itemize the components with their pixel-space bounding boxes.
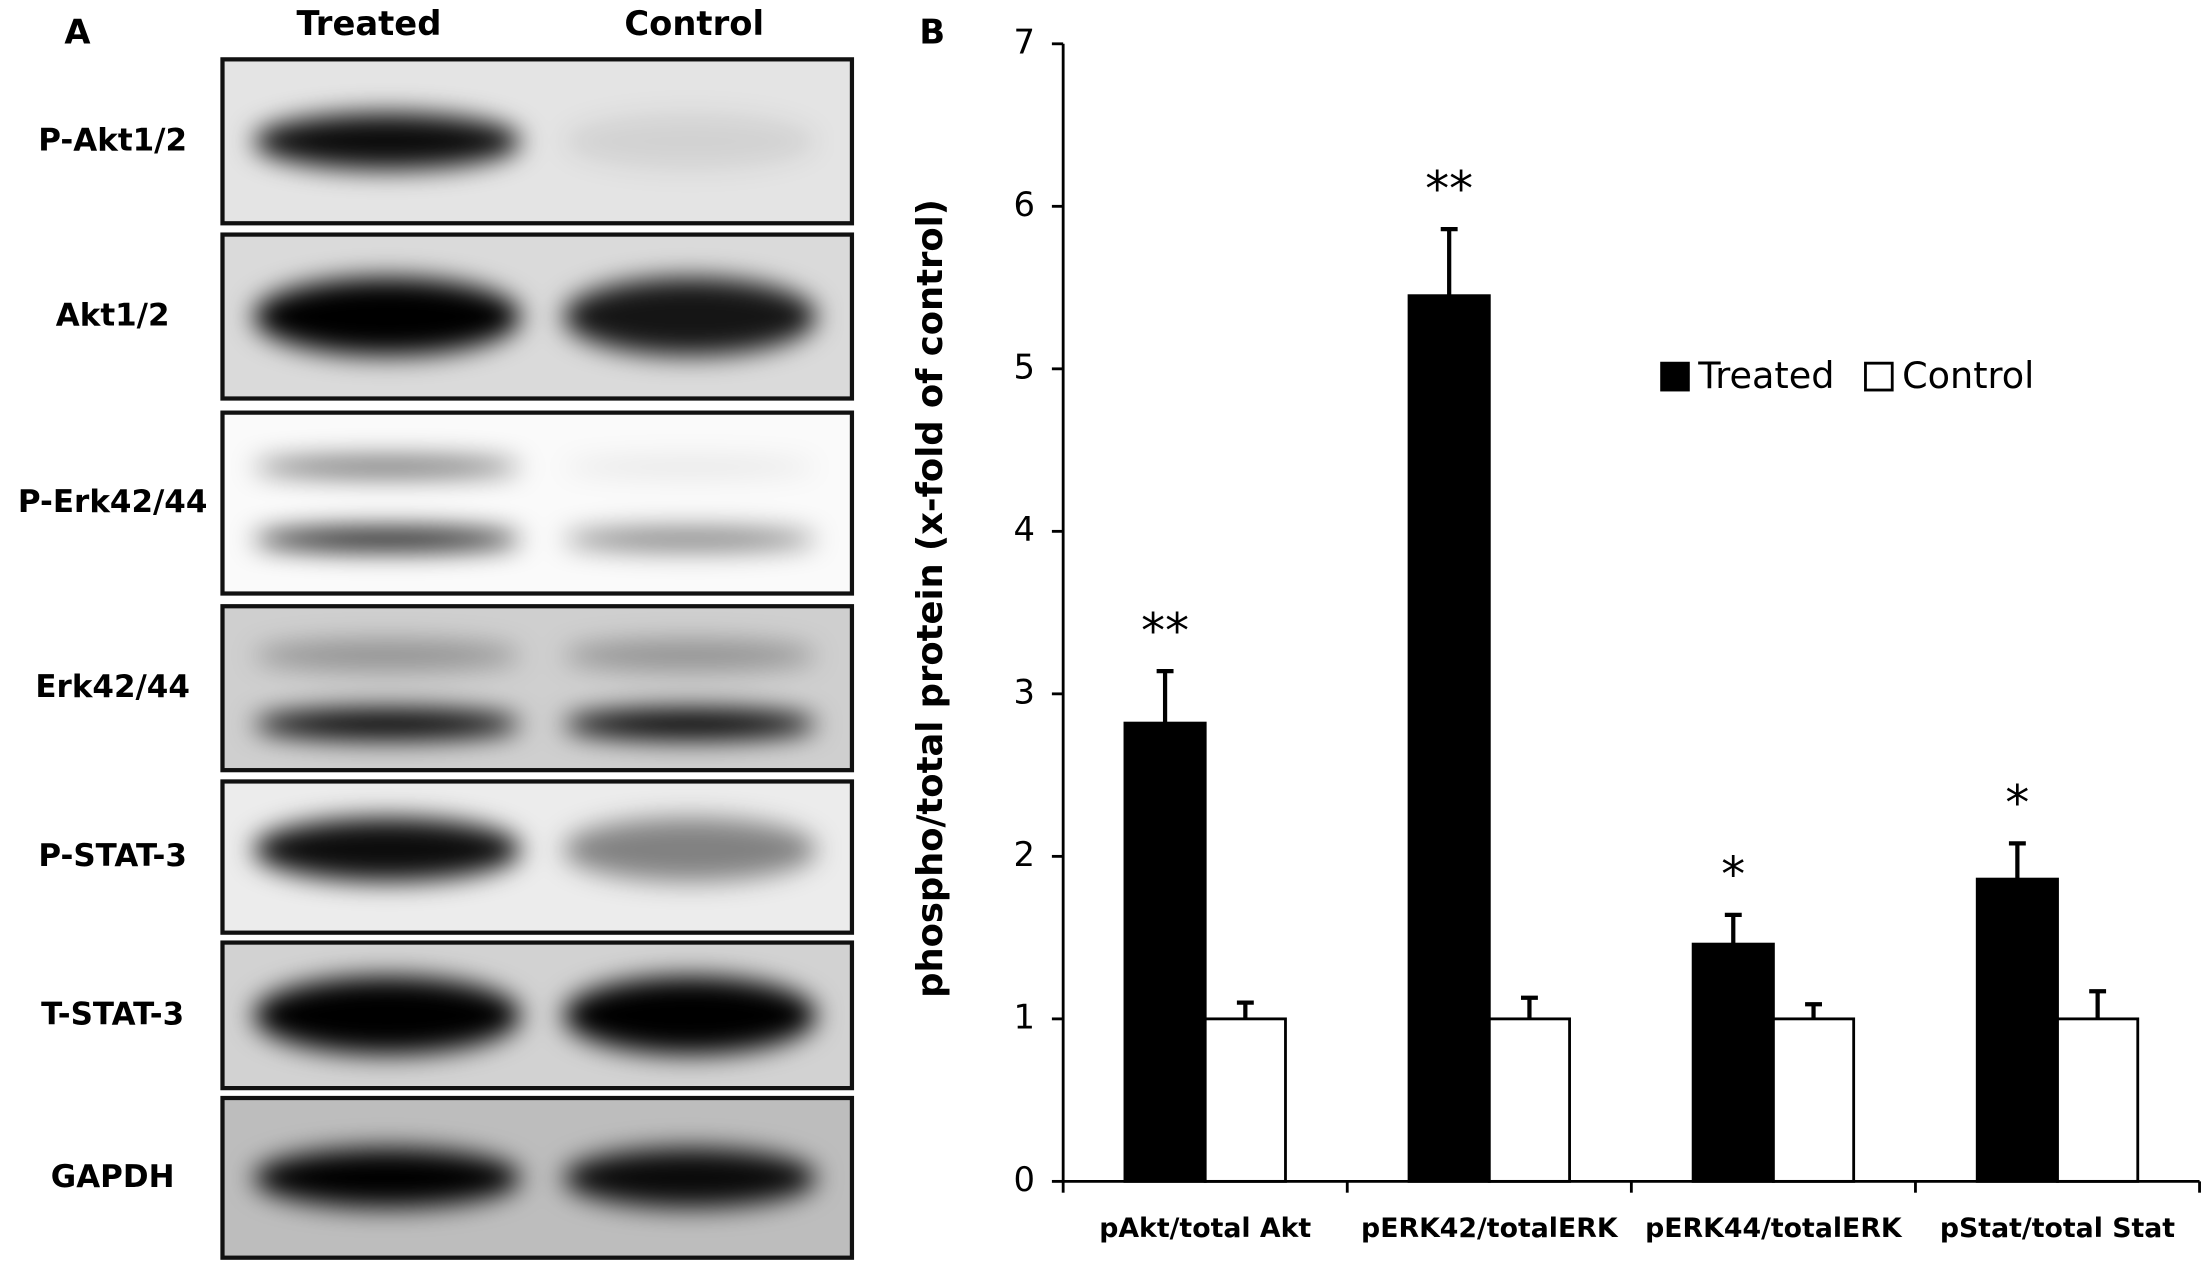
bar xyxy=(1691,942,1775,1183)
bar xyxy=(1487,1017,1571,1183)
band xyxy=(563,113,817,170)
band xyxy=(253,113,522,170)
panel-label: B xyxy=(919,12,945,51)
band xyxy=(563,457,817,477)
bar xyxy=(2056,1017,2140,1183)
band xyxy=(253,708,522,740)
band xyxy=(253,457,522,477)
y-axis-label: phospho/total protein (x-fold of control… xyxy=(910,199,951,998)
lane-label: Treated xyxy=(296,4,441,43)
y-tick-label: 2 xyxy=(1013,835,1035,874)
band xyxy=(253,277,522,356)
lane-label: Control xyxy=(624,4,764,43)
row-label: GAPDH xyxy=(51,1159,175,1195)
band xyxy=(563,639,817,671)
band xyxy=(563,277,817,356)
blot-box xyxy=(220,410,855,596)
x-tick-label: pERK42/totalERK xyxy=(1361,1213,1619,1244)
panel-label: A xyxy=(64,12,91,51)
y-tick-label: 3 xyxy=(1013,672,1035,711)
y-tick-label: 4 xyxy=(1013,510,1035,549)
band xyxy=(563,708,817,740)
bands xyxy=(253,277,817,356)
band xyxy=(253,976,522,1055)
x-tick-label: pERK44/totalERK xyxy=(1645,1213,1903,1244)
row-label: P-STAT-3 xyxy=(38,838,187,874)
x-tick-label: pAkt/total Akt xyxy=(1099,1213,1311,1244)
bar xyxy=(1407,294,1491,1183)
legend-label: Control xyxy=(1902,354,2034,397)
bar xyxy=(1771,1017,1856,1183)
row-label: P-Akt1/2 xyxy=(38,122,187,158)
y-tick-label: 1 xyxy=(1013,997,1035,1036)
bands xyxy=(253,113,817,170)
band xyxy=(253,527,522,551)
bar xyxy=(1123,721,1207,1183)
row-label: Akt1/2 xyxy=(56,298,170,334)
row-label: Erk42/44 xyxy=(35,669,189,705)
bands xyxy=(253,639,817,740)
row-label: T-STAT-3 xyxy=(41,996,184,1032)
band xyxy=(563,976,817,1055)
bands xyxy=(253,457,817,551)
band xyxy=(253,639,522,671)
legend-swatch xyxy=(1660,361,1690,392)
bands xyxy=(253,976,817,1055)
x-tick-label: pStat/total Stat xyxy=(1940,1213,2175,1244)
band xyxy=(563,817,817,882)
y-tick-label: 6 xyxy=(1013,185,1035,224)
blot-box xyxy=(220,604,855,773)
bar xyxy=(1203,1017,1287,1183)
row-label: P-Erk42/44 xyxy=(18,484,207,520)
y-tick-label: 7 xyxy=(1013,22,1035,61)
legend-swatch xyxy=(1864,361,1894,392)
band xyxy=(253,817,522,882)
bands xyxy=(253,817,817,882)
band xyxy=(563,1148,817,1208)
y-tick-label: 0 xyxy=(1013,1160,1035,1199)
annotation: ** xyxy=(1425,161,1473,217)
legend-label: Treated xyxy=(1697,354,1834,397)
annotation: * xyxy=(1721,847,1745,903)
bar xyxy=(1975,877,2059,1183)
band xyxy=(563,527,817,551)
band xyxy=(253,1148,522,1208)
bands xyxy=(253,1148,817,1208)
annotation: * xyxy=(2005,776,2029,832)
annotation: ** xyxy=(1141,603,1189,659)
y-tick-label: 5 xyxy=(1013,347,1035,386)
